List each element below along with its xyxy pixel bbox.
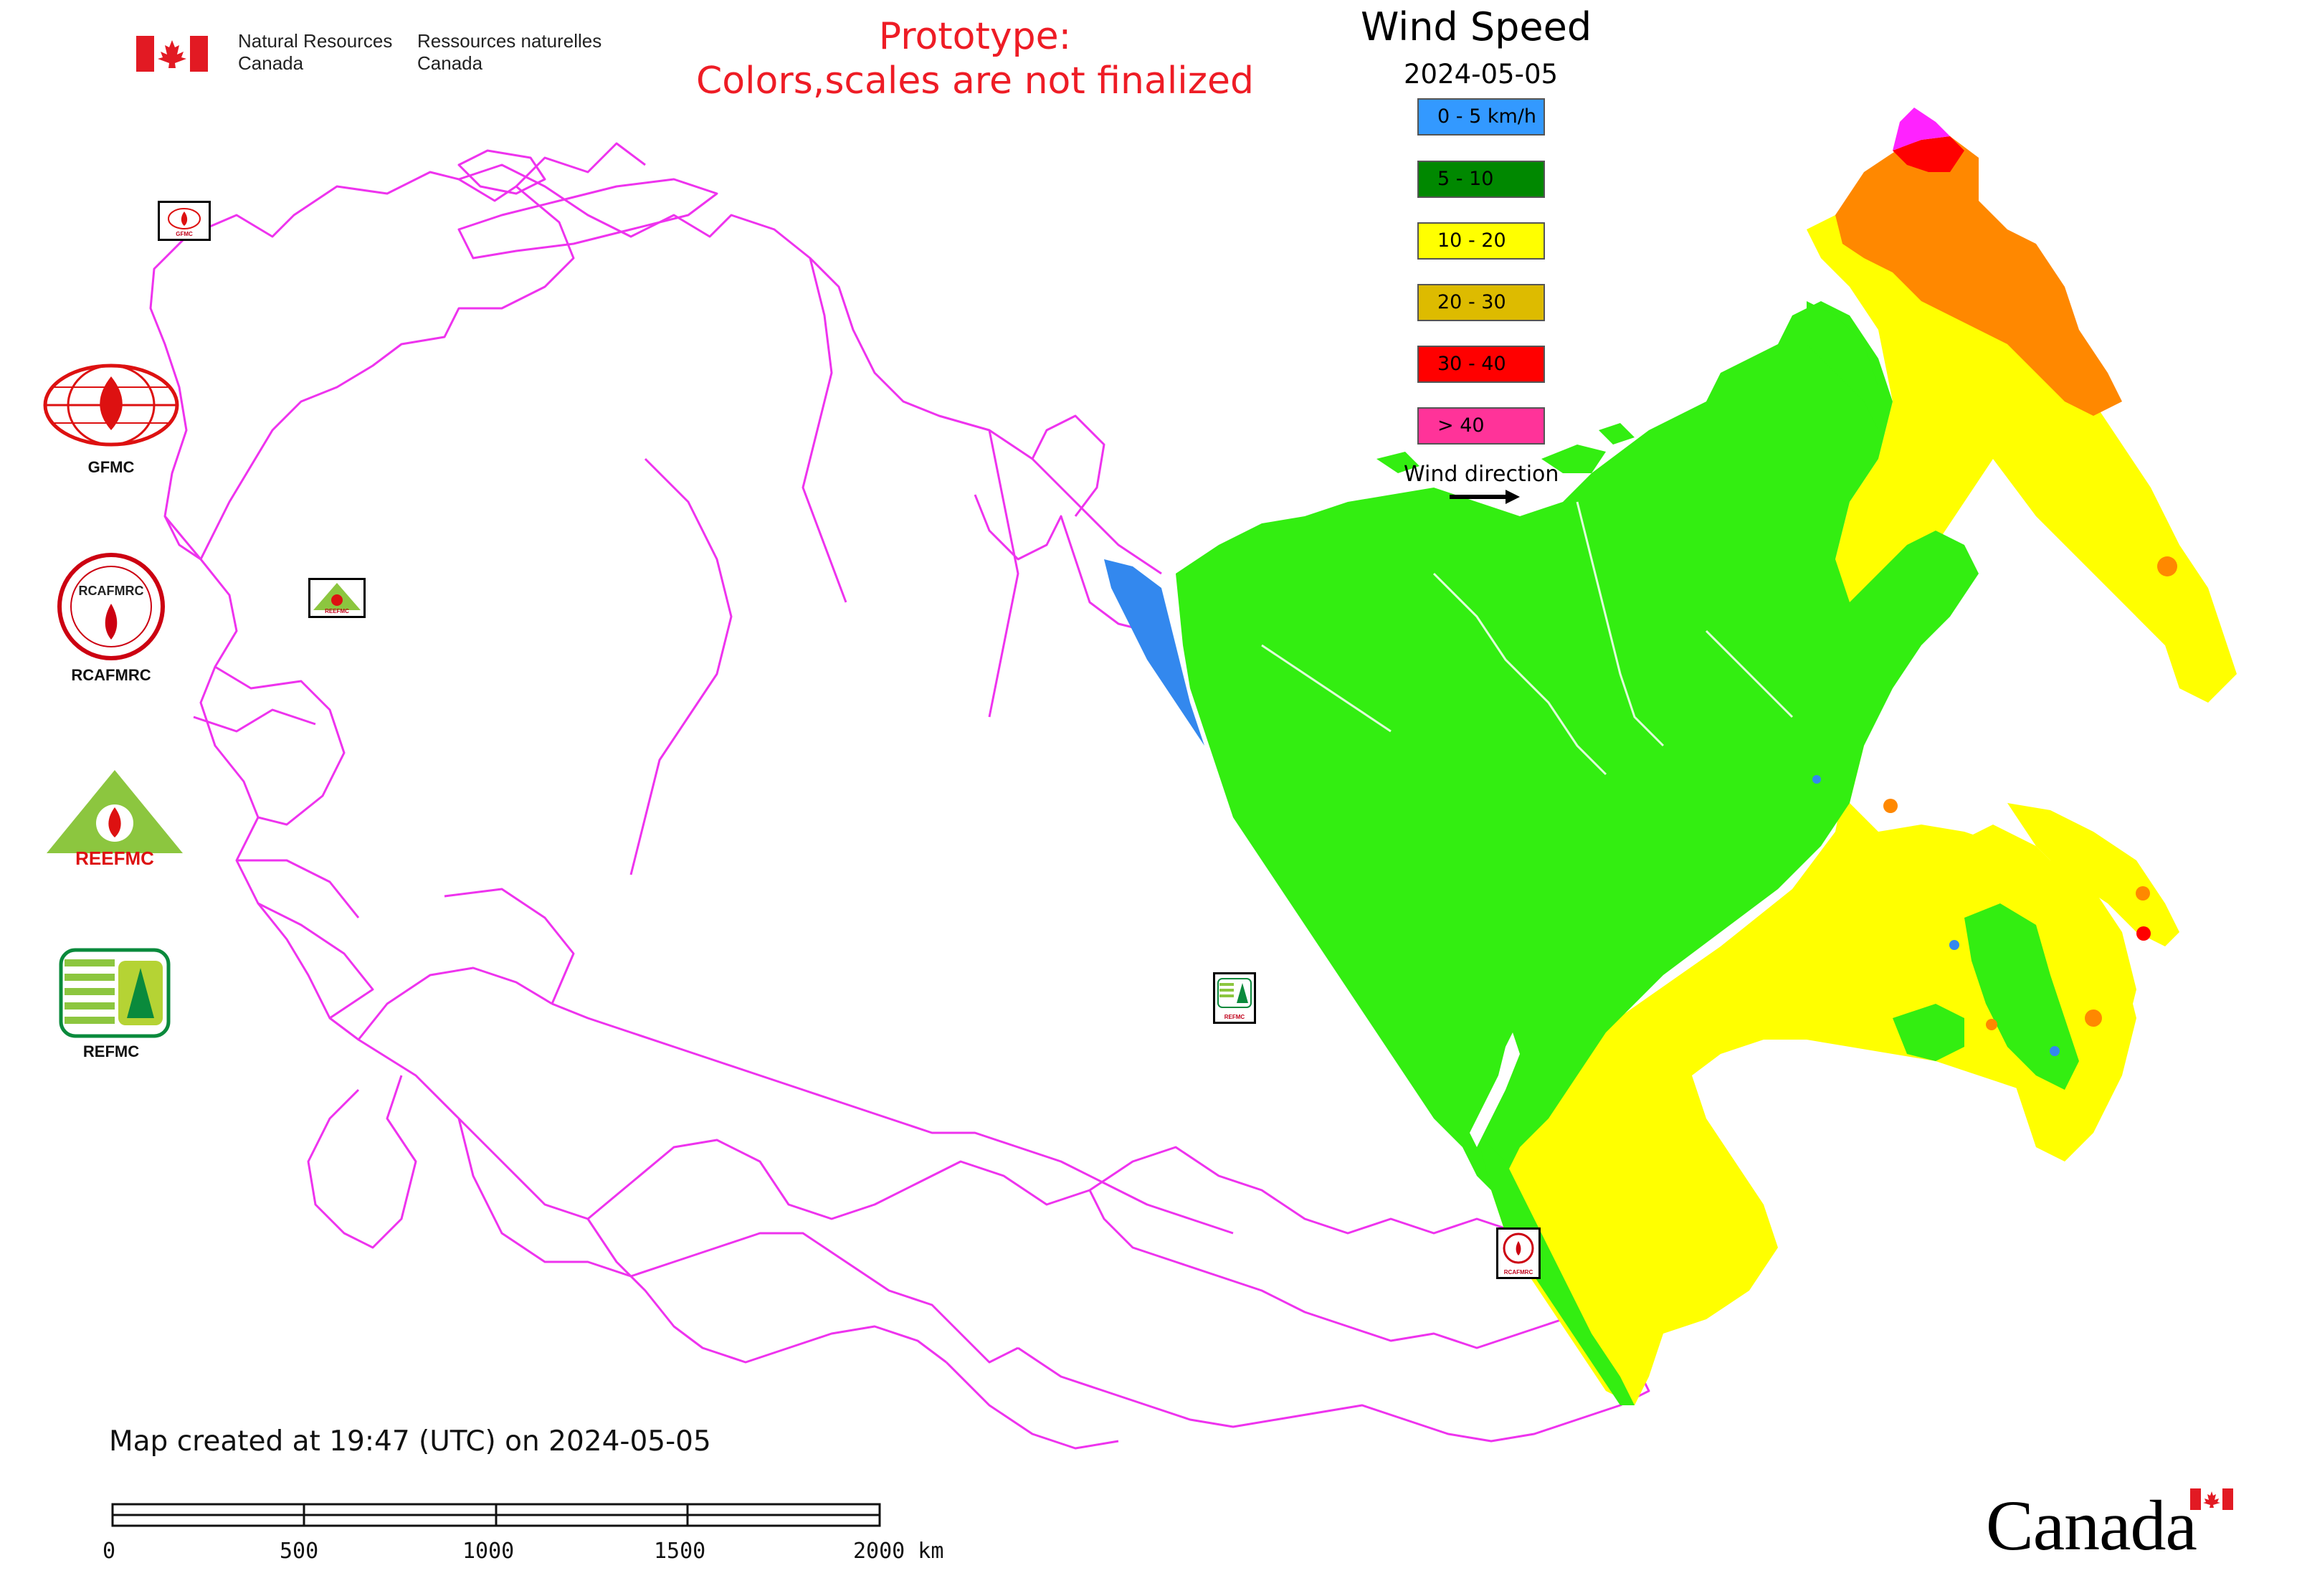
gfmc-logo-icon <box>43 364 179 447</box>
legend-class-label: > 40 <box>1437 414 1485 437</box>
logo-refmc-label: REFMC <box>82 1042 140 1060</box>
nrcan-en-line2: Canada <box>238 52 304 74</box>
logo-rcafmrc: RCAFMRC RCAFMRC <box>39 552 183 685</box>
legend-class-label: 10 - 20 <box>1437 229 1506 252</box>
legend-class-4: 30 - 40 <box>1417 346 1545 383</box>
rcafmrc-logo-icon: RCAFMRC <box>57 553 165 660</box>
svg-text:REEFMC: REEFMC <box>75 847 154 868</box>
map-site-rcafmrc: RCAFMRC <box>1496 1227 1541 1279</box>
map-site-gfmc: GFMC <box>158 201 211 241</box>
nrcan-fr-line1: Ressources naturelles <box>417 30 602 52</box>
prototype-line2: Colors,scales are not finalized <box>695 60 1255 103</box>
wind-direction-label: Wind direction <box>1404 462 1559 487</box>
prototype-warning: Prototype: Colors,scales are not finaliz… <box>652 14 1298 103</box>
map-site-rcafmrc-label: RCAFMRC <box>1503 1269 1533 1276</box>
site-triangle-icon <box>313 583 361 610</box>
strong-wind-area <box>1835 136 2122 416</box>
wind-speed-polygons <box>1104 108 2237 1405</box>
canada-flag-icon <box>136 36 208 72</box>
extreme-wind-area <box>1893 108 1950 151</box>
legend-class-label: 0 - 5 km/h <box>1437 105 1536 128</box>
scale-tick-500: 500 <box>280 1539 319 1564</box>
svg-text:RCAFMRC: RCAFMRC <box>79 584 144 598</box>
very-strong-wind-area <box>1893 136 1964 172</box>
map-site-refmc-label: REFMC <box>1224 1014 1245 1020</box>
nrcan-fr-line2: Canada <box>417 52 483 74</box>
site-flame-icon <box>168 208 201 229</box>
calm-wind-area <box>1104 559 1204 746</box>
legend-class-0: 0 - 5 km/h <box>1417 98 1545 136</box>
canada-wordmark-text: Canada <box>1986 1486 2197 1565</box>
wind-direction-arrow-icon <box>1450 490 1520 504</box>
legend-class-5: > 40 <box>1417 407 1545 445</box>
legend-class-2: 10 - 20 <box>1417 222 1545 260</box>
map-site-reefmc-label: REEFMC <box>325 608 349 614</box>
logo-gfmc-label: GFMC <box>87 458 135 476</box>
prototype-line1: Prototype: <box>878 15 1072 58</box>
legend-date: 2024-05-05 <box>1404 59 1559 90</box>
lake-feature <box>1470 1032 1520 1147</box>
site-sigma-icon <box>1217 978 1252 1008</box>
legend-class-label: 5 - 10 <box>1437 168 1494 190</box>
scale-bar <box>111 1503 881 1527</box>
refmc-logo-icon <box>59 948 171 1038</box>
river-traces <box>1261 501 1794 776</box>
wordmark-flag-icon <box>2190 1488 2233 1510</box>
map-site-refmc: REFMC <box>1213 972 1256 1024</box>
map-site-gfmc-label: GFMC <box>176 231 193 237</box>
logo-rcafmrc-label: RCAFMRC <box>71 666 151 684</box>
scale-tick-1500: 1500 <box>654 1539 706 1564</box>
logo-reefmc: REEFMC <box>39 767 190 870</box>
canada-wordmark: Canada <box>1986 1484 2244 1577</box>
reefmc-logo-icon: REEFMC <box>47 770 183 869</box>
logo-refmc: REFMC <box>39 946 183 1061</box>
logo-gfmc: GFMC <box>39 362 183 477</box>
legend-title: Wind Speed <box>1361 4 1592 49</box>
map-site-reefmc: REEFMC <box>308 578 366 618</box>
scale-tick-1000: 1000 <box>462 1539 515 1564</box>
scale-tick-2000: 2000 km <box>853 1539 944 1564</box>
map-created-note: Map created at 19:47 (UTC) on 2024-05-05 <box>109 1425 711 1458</box>
legend-class-1: 5 - 10 <box>1417 161 1545 198</box>
nrcan-signature: Natural Resources Canada Ressources natu… <box>136 30 638 80</box>
scale-tick-0: 0 <box>103 1539 116 1564</box>
site-circle-icon <box>1503 1232 1534 1264</box>
legend-class-3: 20 - 30 <box>1417 284 1545 321</box>
legend-class-label: 30 - 40 <box>1437 353 1506 375</box>
nrcan-en-line1: Natural Resources <box>238 30 393 52</box>
legend-class-label: 20 - 30 <box>1437 291 1506 313</box>
